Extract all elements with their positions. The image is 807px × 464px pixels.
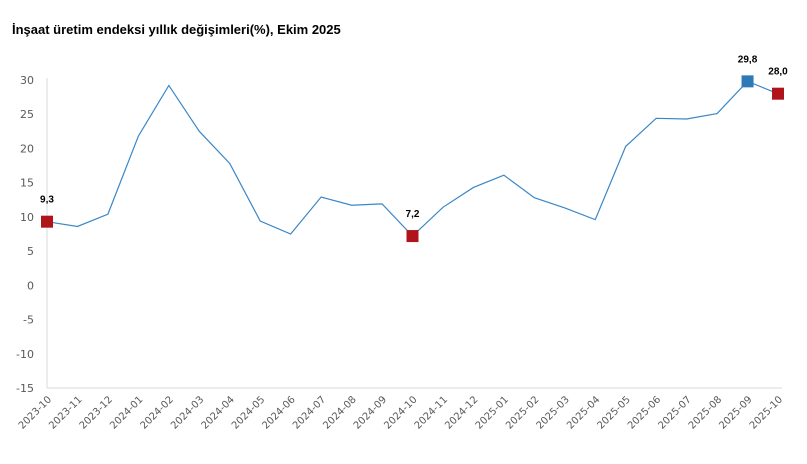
x-tick-label: 2025-10: [748, 394, 785, 431]
y-tick-label: 20: [20, 142, 34, 155]
data-point-marker: [41, 215, 53, 228]
data-point-marker: [772, 87, 784, 100]
chart-title: İnşaat üretim endeksi yıllık değişimleri…: [12, 22, 341, 37]
data-point-marker: [406, 230, 419, 243]
y-tick-label: -5: [23, 314, 34, 327]
y-tick-label: 5: [27, 245, 34, 258]
y-tick-label: 25: [20, 108, 34, 121]
data-label: 29,8: [738, 54, 758, 65]
data-label: 9,3: [40, 195, 54, 206]
data-label: 7,2: [406, 209, 420, 220]
y-tick-label: -10: [16, 348, 34, 361]
data-point-marker: [741, 75, 754, 88]
y-tick-label: 10: [20, 211, 34, 224]
data-label: 28,0: [768, 67, 788, 78]
y-tick-label: -15: [16, 382, 34, 395]
y-tick-label: 30: [20, 74, 34, 87]
y-tick-label: 15: [20, 177, 34, 190]
y-tick-label: 0: [27, 279, 34, 292]
